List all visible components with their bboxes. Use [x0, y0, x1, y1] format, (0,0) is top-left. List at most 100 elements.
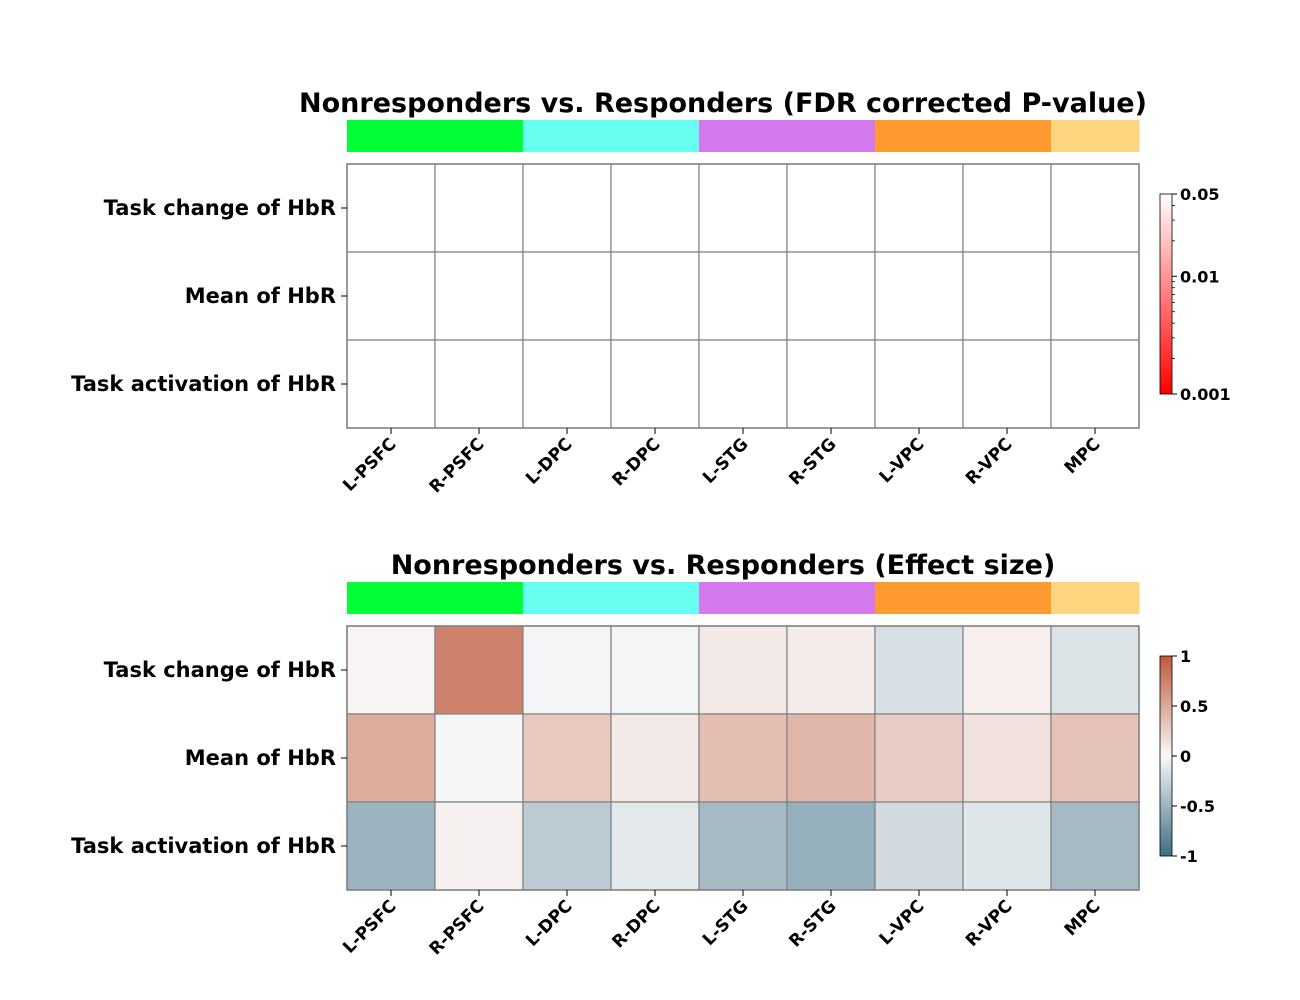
- heatmap-cell: [698, 713, 788, 803]
- heatmap-cell: [346, 625, 436, 715]
- column-label: L-VPC: [876, 434, 929, 487]
- colorbar-tick-label: -0.5: [1180, 797, 1215, 816]
- heatmap-cell: [962, 713, 1052, 803]
- heatmap-cell: [610, 251, 700, 341]
- heatmap-cell: [522, 163, 612, 253]
- colorbar-tick-label: 0.5: [1180, 697, 1208, 716]
- column-label: R-STG: [785, 896, 840, 951]
- column-label: L-STG: [699, 896, 753, 950]
- column-label: R-VPC: [962, 896, 1016, 950]
- row-label: Task change of HbR: [104, 196, 336, 220]
- row-label: Task change of HbR: [104, 658, 336, 682]
- heatmap-cell: [346, 163, 436, 253]
- heatmap-cell: [1050, 713, 1140, 803]
- heatmap-cell: [346, 339, 436, 429]
- heatmap-cell: [874, 339, 964, 429]
- heatmap-cell: [1050, 625, 1140, 715]
- heatmap-cell: [874, 251, 964, 341]
- heatmap-cell: [610, 713, 700, 803]
- heatmap-cell: [874, 801, 964, 891]
- heatmap-cell: [962, 251, 1052, 341]
- region-strip-3: [699, 120, 876, 152]
- column-label: L-PSFC: [339, 434, 400, 495]
- heatmap-cell: [698, 801, 788, 891]
- column-label: L-STG: [699, 434, 753, 488]
- column-label: MPC: [1061, 896, 1105, 940]
- heatmap-cell: [346, 251, 436, 341]
- heatmap-cell: [346, 713, 436, 803]
- column-label: R-DPC: [609, 434, 665, 490]
- heatmap-cell: [962, 801, 1052, 891]
- heatmap-cell: [786, 339, 876, 429]
- heatmap-cell: [698, 339, 788, 429]
- region-strip-5: [1051, 582, 1140, 614]
- heatmap-panel-1: Nonresponders vs. Responders (FDR correc…: [71, 88, 1230, 497]
- column-label: R-VPC: [962, 434, 1016, 488]
- region-strip-1: [347, 120, 524, 152]
- heatmap-cell: [522, 251, 612, 341]
- column-label: R-PSFC: [426, 434, 489, 497]
- heatmap-cell: [610, 163, 700, 253]
- row-label: Task activation of HbR: [71, 372, 336, 396]
- column-label: MPC: [1061, 434, 1105, 478]
- heatmap-cell: [522, 625, 612, 715]
- region-strip-3: [699, 582, 876, 614]
- region-strip-5: [1051, 120, 1140, 152]
- region-strip-1: [347, 582, 524, 614]
- heatmap-cell: [786, 625, 876, 715]
- heatmap-cell: [962, 163, 1052, 253]
- heatmap-cell: [434, 625, 524, 715]
- heatmap-cell: [1050, 339, 1140, 429]
- heatmap-cell: [874, 163, 964, 253]
- row-label: Mean of HbR: [185, 746, 336, 770]
- heatmap-cell: [434, 713, 524, 803]
- region-strip-4: [875, 120, 1052, 152]
- heatmap-cell: [874, 713, 964, 803]
- region-strip-2: [523, 582, 700, 614]
- colorbar-tick-label: -1: [1180, 847, 1198, 866]
- heatmap-cell: [698, 163, 788, 253]
- row-label: Task activation of HbR: [71, 834, 336, 858]
- heatmap-cell: [1050, 251, 1140, 341]
- colorbar: [1159, 655, 1173, 857]
- heatmap-cell: [434, 339, 524, 429]
- heatmap-cell: [786, 713, 876, 803]
- heatmap-cell: [698, 625, 788, 715]
- heatmap-cell: [786, 251, 876, 341]
- heatmap-cell: [1050, 801, 1140, 891]
- heatmap-cell: [786, 801, 876, 891]
- heatmap-cell: [434, 251, 524, 341]
- heatmap-cell: [610, 801, 700, 891]
- heatmap-cell: [522, 339, 612, 429]
- column-label: L-VPC: [876, 896, 929, 949]
- heatmap-cell: [1050, 163, 1140, 253]
- heatmap-cell: [610, 339, 700, 429]
- heatmap-cell: [610, 625, 700, 715]
- heatmap-cell: [522, 713, 612, 803]
- heatmap-cell: [434, 801, 524, 891]
- chart-title: Nonresponders vs. Responders (FDR correc…: [299, 88, 1147, 119]
- heatmap-cell: [962, 339, 1052, 429]
- column-label: L-PSFC: [339, 896, 400, 957]
- region-strip-4: [875, 582, 1052, 614]
- heatmap-panel-2: Nonresponders vs. Responders (Effect siz…: [71, 550, 1215, 959]
- row-label: Mean of HbR: [185, 284, 336, 308]
- colorbar: [1159, 193, 1173, 395]
- chart-title: Nonresponders vs. Responders (Effect siz…: [391, 550, 1056, 581]
- colorbar-tick-label: 0.01: [1180, 267, 1219, 286]
- colorbar-tick-label: 0.001: [1180, 385, 1231, 404]
- region-strip-2: [523, 120, 700, 152]
- column-label: L-DPC: [522, 434, 576, 488]
- column-label: L-DPC: [522, 896, 576, 950]
- column-label: R-STG: [785, 434, 840, 489]
- heatmap-cell: [698, 251, 788, 341]
- column-label: R-PSFC: [426, 896, 489, 959]
- heatmap-cell: [874, 625, 964, 715]
- colorbar-tick-label: 1: [1180, 647, 1191, 666]
- colorbar-tick-label: 0.05: [1180, 185, 1219, 204]
- heatmap-cell: [522, 801, 612, 891]
- heatmap-cell: [434, 163, 524, 253]
- colorbar-tick-label: 0: [1180, 747, 1191, 766]
- heatmap-cell: [346, 801, 436, 891]
